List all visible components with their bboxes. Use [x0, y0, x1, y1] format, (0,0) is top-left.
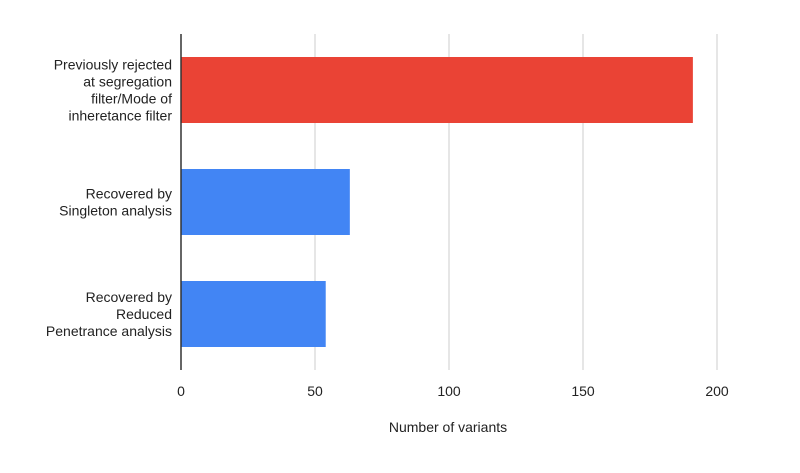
bar [181, 281, 326, 347]
x-tick-label: 150 [571, 383, 595, 399]
x-tick-labels: 0 50 100 150 200 [177, 383, 729, 399]
bar [181, 169, 350, 235]
bars [181, 57, 693, 347]
category-label: Recovered by Reduced Penetrance analysis [46, 289, 172, 339]
x-tick-label: 50 [307, 383, 323, 399]
x-tick-label: 100 [437, 383, 461, 399]
category-labels: Previously rejected at segregation filter/… [46, 57, 172, 340]
category-label: Recovered by Singleton analysis [59, 186, 172, 219]
x-tick-label: 0 [177, 383, 185, 399]
x-tick-label: 200 [705, 383, 729, 399]
x-axis-title: Number of variants [389, 419, 507, 435]
bar [181, 57, 693, 123]
category-label: Previously rejected at segregation filter/… [54, 57, 173, 124]
